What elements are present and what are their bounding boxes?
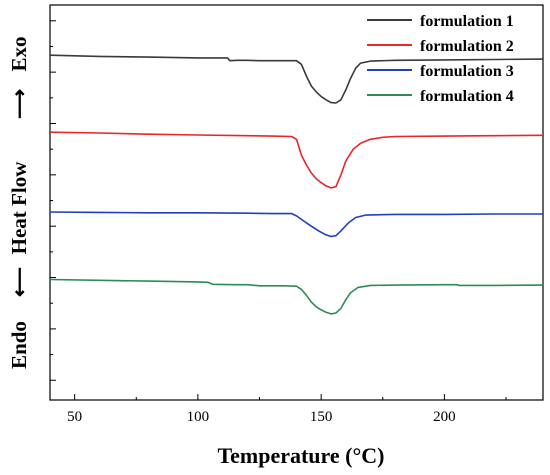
y-label-heat-flow: Heat Flow [7,161,31,255]
series-line-1 [49,54,544,104]
legend-label-3: formulation 3 [420,63,514,80]
y-axis-label-group: Exo ⟶ Heat Flow ⟵ Endo [7,36,31,368]
series-line-3 [49,211,543,238]
x-tick-label-50: 50 [67,409,82,425]
plot-area: 50 100 150 200 formulation 1 formulation 2 for… [49,4,544,425]
x-tick-label-100: 100 [187,409,210,425]
x-tick-label-200: 200 [433,409,456,425]
series-line-4 [49,278,544,315]
series-line-2 [49,131,544,189]
legend-label-2: formulation 2 [420,38,514,55]
y-label-exo: Exo [7,36,31,71]
y-label-down-arrow: ⟵ [7,267,31,297]
y-label-endo: Endo [7,321,31,369]
x-tick-label-150: 150 [310,409,333,425]
legend-label-4: formulation 4 [420,88,514,105]
legend-label-1: formulation 1 [420,13,514,30]
plot-frame [49,4,544,401]
y-label-up-arrow: ⟶ [7,89,31,119]
x-axis-title: Temperature (°C) [217,443,384,468]
